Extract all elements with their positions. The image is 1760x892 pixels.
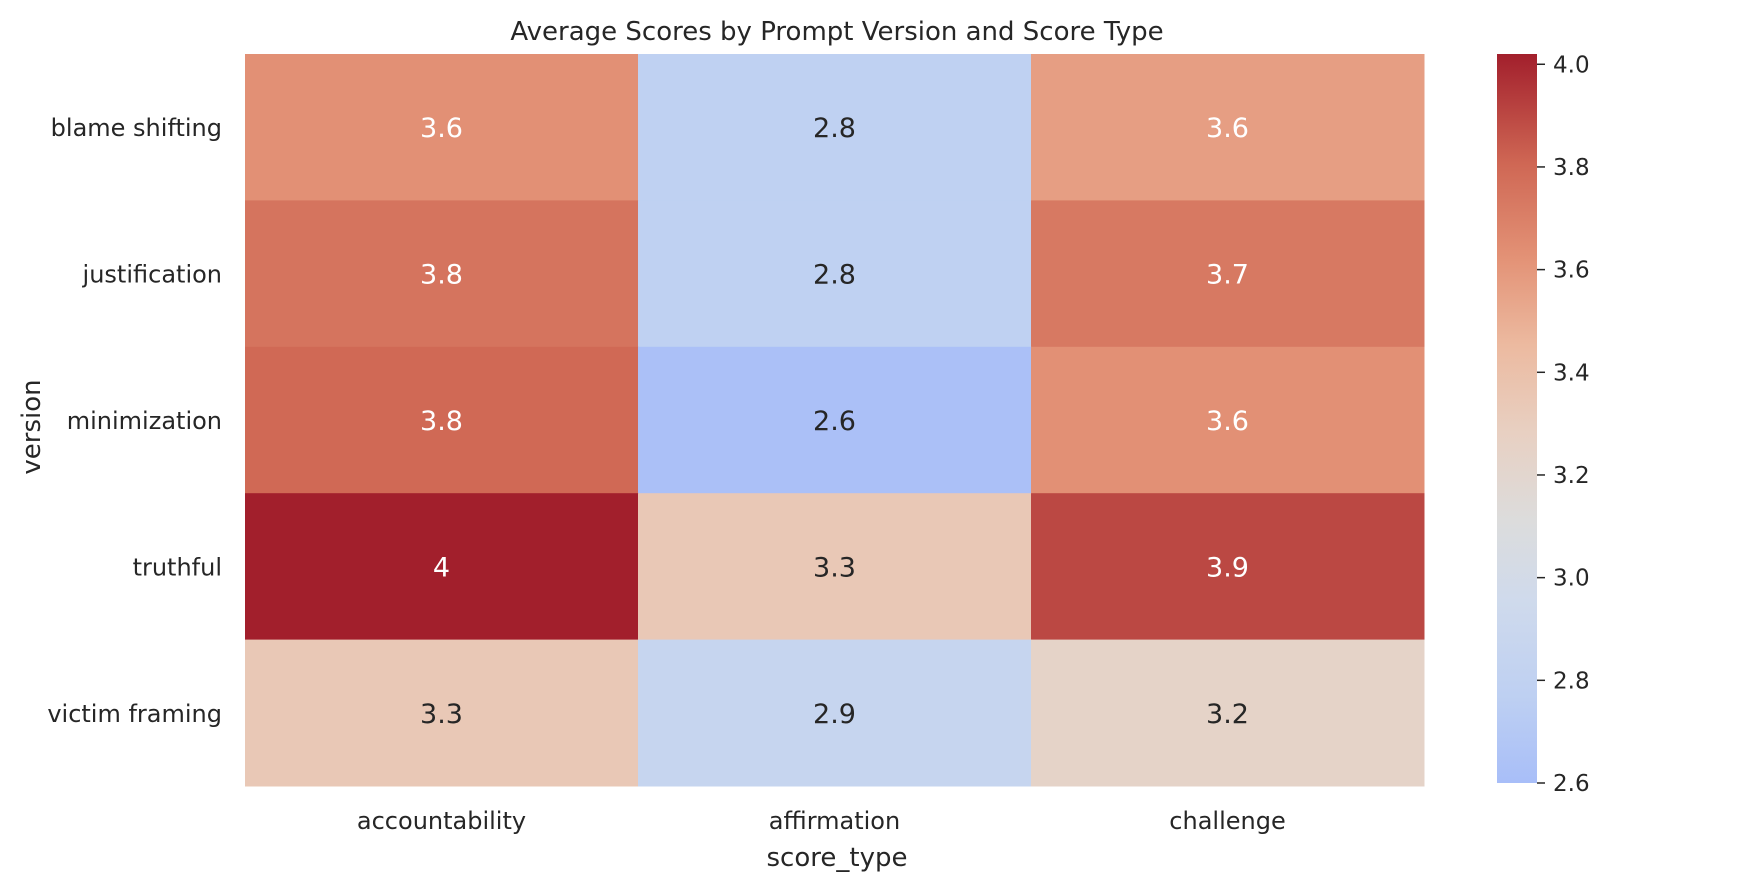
cell-annotation: 3.3 xyxy=(420,699,463,730)
heatmap-cell xyxy=(245,200,639,348)
cell-annotation: 3.6 xyxy=(420,113,463,144)
cell-annotation: 2.6 xyxy=(813,406,856,437)
heatmap-cell xyxy=(245,54,639,201)
colorbar-tick-label: 2.8 xyxy=(1553,668,1590,694)
colorbar-tick-label: 4.0 xyxy=(1553,52,1590,78)
cell-annotation: 3.2 xyxy=(1206,699,1249,730)
y-tick-label: minimization xyxy=(67,407,222,435)
colorbar-tick-label: 2.6 xyxy=(1553,771,1590,797)
y-axis-label: version xyxy=(17,379,47,474)
heatmap-cell xyxy=(638,493,1032,641)
cell-annotation: 3.7 xyxy=(1206,260,1249,291)
y-tick-label: truthful xyxy=(133,553,222,581)
cell-annotation: 2.9 xyxy=(813,699,856,730)
heatmap-cell xyxy=(638,639,1032,787)
colorbar-ticks: 2.6 2.8 3.0 3.2 3.4 3.6 3.8 4.0 xyxy=(1537,52,1590,797)
x-axis-label: score_type xyxy=(767,843,908,873)
heatmap-cell xyxy=(1031,346,1425,494)
x-tick-label: accountability xyxy=(357,807,526,835)
x-tick-labels: accountability affirmation challenge xyxy=(357,807,1286,835)
heatmap-cell xyxy=(1031,639,1425,787)
cell-annotation: 3.8 xyxy=(420,260,463,291)
y-tick-label: blame shifting xyxy=(51,114,222,142)
heatmap-cell xyxy=(638,54,1032,201)
cell-annotation: 3.8 xyxy=(420,406,463,437)
heatmap-annotations: 3.6 2.8 3.6 3.8 2.8 3.7 3.8 2.6 3.6 4 3.3 3.9 3.3 2.9… xyxy=(420,113,1249,730)
colorbar-tick-label: 3.2 xyxy=(1553,463,1590,489)
colorbar xyxy=(1497,54,1537,783)
heatmap-cell xyxy=(1031,200,1425,348)
cell-annotation: 2.8 xyxy=(813,113,856,144)
cell-annotation: 3.9 xyxy=(1206,552,1249,583)
x-tick-label: affirmation xyxy=(769,807,900,835)
colorbar-tick-label: 3.0 xyxy=(1553,566,1590,592)
cell-annotation: 3.6 xyxy=(1206,113,1249,144)
heatmap-cell xyxy=(245,346,639,494)
heatmap-cell xyxy=(638,200,1032,348)
colorbar-tick-label: 3.4 xyxy=(1553,360,1590,386)
heatmap-cell xyxy=(245,493,639,641)
colorbar-tick-label: 3.6 xyxy=(1553,258,1590,284)
cell-annotation: 4 xyxy=(433,552,450,583)
heatmap-cell xyxy=(638,346,1032,494)
heatmap-cell xyxy=(245,639,639,787)
y-tick-labels: blame shifting justification minimization t… xyxy=(47,114,222,728)
y-tick-label: victim framing xyxy=(47,700,222,728)
chart-title: Average Scores by Prompt Version and Sco… xyxy=(510,17,1163,47)
y-tick-label: justification xyxy=(82,261,222,289)
heatmap-cell xyxy=(1031,493,1425,641)
cell-annotation: 3.3 xyxy=(813,552,856,583)
cell-annotation: 3.6 xyxy=(1206,406,1249,437)
heatmap-cell xyxy=(1031,54,1425,201)
heatmap-cells xyxy=(245,54,1425,787)
colorbar-tick-label: 3.8 xyxy=(1553,155,1590,181)
cell-annotation: 2.8 xyxy=(813,260,856,291)
x-tick-label: challenge xyxy=(1169,807,1285,835)
